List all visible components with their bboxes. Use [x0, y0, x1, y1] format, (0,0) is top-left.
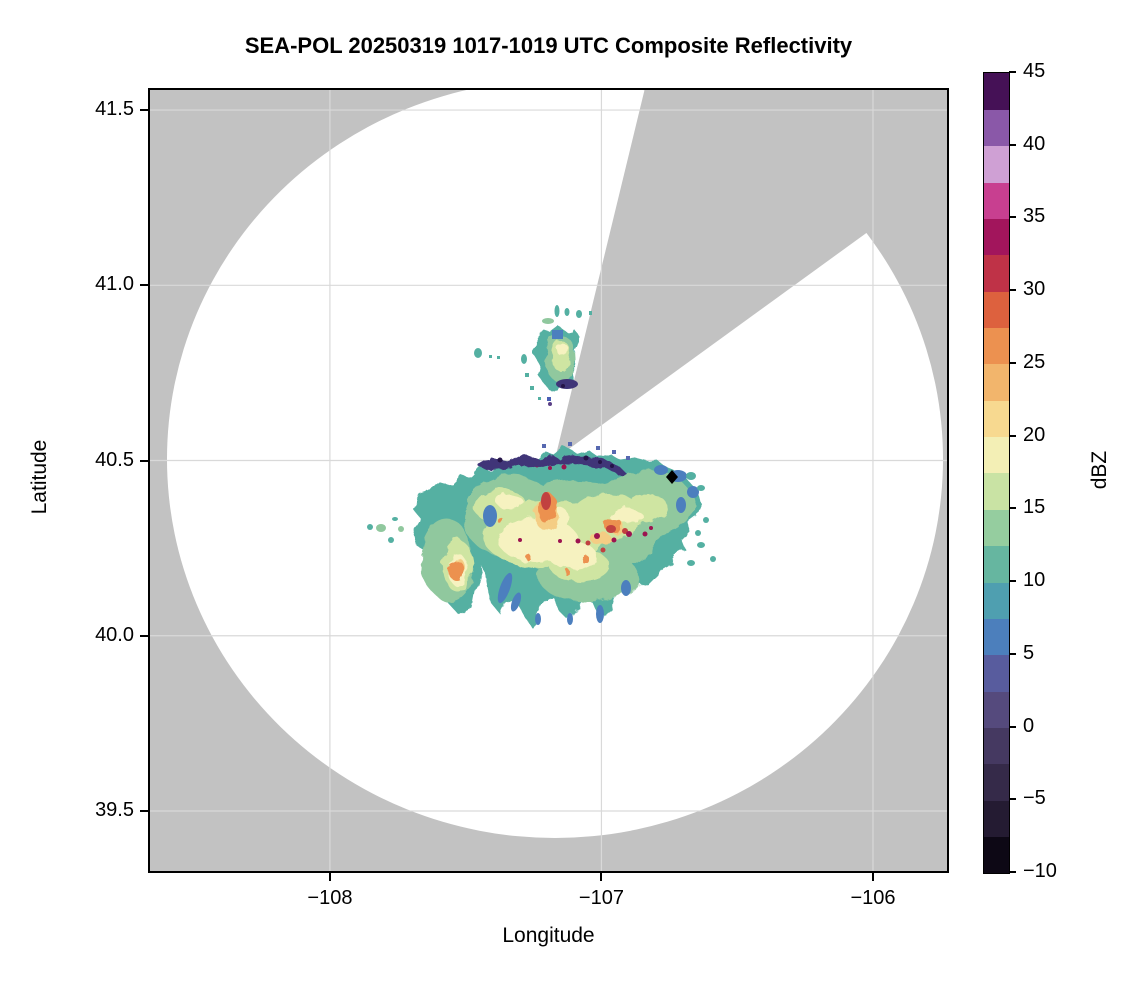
colorbar-tick-mark	[1009, 71, 1016, 73]
colorbar-segment	[984, 218, 1009, 256]
colorbar	[983, 72, 1010, 874]
colorbar-segment	[984, 618, 1009, 656]
colorbar-segment	[984, 400, 1009, 438]
colorbar-segment	[984, 836, 1009, 874]
map-plot	[148, 80, 949, 873]
y-tick-label: 40.5	[95, 448, 134, 471]
radar-echo-field	[367, 305, 716, 625]
echo-main-north-rim	[478, 454, 626, 475]
colorbar-tick-mark	[1009, 652, 1016, 655]
y-tick-mark	[140, 284, 148, 287]
x-tick-mark	[871, 873, 874, 881]
echo-west-specks	[367, 517, 404, 543]
colorbar-tick-label: 40	[1023, 132, 1046, 155]
echo-north-cluster	[474, 305, 592, 406]
colorbar-tick-mark	[1009, 798, 1016, 801]
echo-main-red-cores	[541, 492, 628, 553]
colorbar-segment	[984, 509, 1009, 547]
colorbar-tick-label: 20	[1023, 423, 1046, 446]
colorbar-tick-mark	[1009, 361, 1016, 364]
y-tick-label: 39.5	[95, 798, 134, 821]
colorbar-tick-label: 45	[1023, 60, 1046, 82]
colorbar-segment	[984, 800, 1009, 838]
colorbar-segment	[984, 582, 1009, 619]
colorbar-segment	[984, 363, 1009, 401]
colorbar-tick-mark	[1009, 580, 1016, 583]
y-tick-mark	[140, 634, 148, 637]
echo-east-specks	[686, 472, 716, 566]
colorbar-tick-mark	[1009, 143, 1016, 146]
colorbar-tick-label: 10	[1023, 569, 1046, 592]
colorbar-tick-mark	[1009, 725, 1016, 728]
colorbar-segment	[984, 182, 1009, 219]
colorbar-tick-label: 25	[1023, 350, 1046, 373]
colorbar-tick-label: −10	[1023, 860, 1057, 882]
colorbar-segment	[984, 654, 1009, 692]
colorbar-segment	[984, 73, 1009, 110]
colorbar-tick-label: 30	[1023, 278, 1046, 301]
colorbar-segment	[984, 254, 1009, 292]
colorbar-tick-mark	[1009, 289, 1016, 292]
colorbar-tick-label: −5	[1023, 787, 1046, 810]
colorbar-tick-mark	[1009, 216, 1016, 219]
colorbar-tick-label: 15	[1023, 496, 1046, 519]
colorbar-tick-mark	[1009, 871, 1016, 873]
colorbar-tick-mark	[1009, 434, 1016, 437]
y-tick-mark	[140, 809, 148, 812]
colorbar-tick-label: 5	[1023, 641, 1035, 664]
colorbar-tick-label: 35	[1023, 205, 1046, 228]
x-tick-label: −108	[307, 887, 353, 909]
y-axis-label: Latitude	[28, 439, 51, 515]
colorbar-segment	[984, 763, 1009, 801]
y-tick-label: 40.0	[95, 623, 134, 646]
colorbar-segment	[984, 436, 1009, 474]
grid-lines	[148, 88, 949, 873]
plot-title: SEA-POL 20250319 1017-1019 UTC Composite…	[244, 33, 853, 58]
colorbar-segment	[984, 473, 1009, 510]
y-tick-label: 41.5	[95, 98, 134, 121]
colorbar-segment	[984, 691, 1009, 729]
echo-main-dark-purple-specks	[497, 455, 614, 468]
colorbar-segment	[984, 727, 1009, 765]
x-tick-mark	[600, 873, 603, 881]
site-marker-diamond	[666, 470, 678, 484]
colorbar-tick-label: 0	[1023, 714, 1035, 737]
radar-map-canvas	[148, 80, 949, 873]
colorbar-segment	[984, 145, 1009, 183]
x-tick-label: −106	[850, 887, 896, 909]
y-tick-mark	[140, 459, 148, 462]
axes-spine	[148, 88, 949, 873]
x-tick-label: −107	[578, 887, 624, 909]
colorbar-unit-label: dBZ	[1088, 450, 1111, 490]
y-tick-mark	[140, 109, 148, 112]
blocked-sector-wedge	[555, 88, 949, 459]
x-tick-mark	[328, 873, 331, 881]
y-tick-label: 41.0	[95, 273, 134, 296]
colorbar-tick-mark	[1009, 507, 1016, 510]
colorbar-segment	[984, 109, 1009, 147]
colorbar-segment	[984, 327, 1009, 365]
x-axis-label: Longitude	[502, 924, 595, 947]
colorbar-segment	[984, 291, 1009, 329]
echo-main-blue-specks-above-rim	[542, 442, 630, 460]
colorbar-segment	[984, 545, 1009, 583]
